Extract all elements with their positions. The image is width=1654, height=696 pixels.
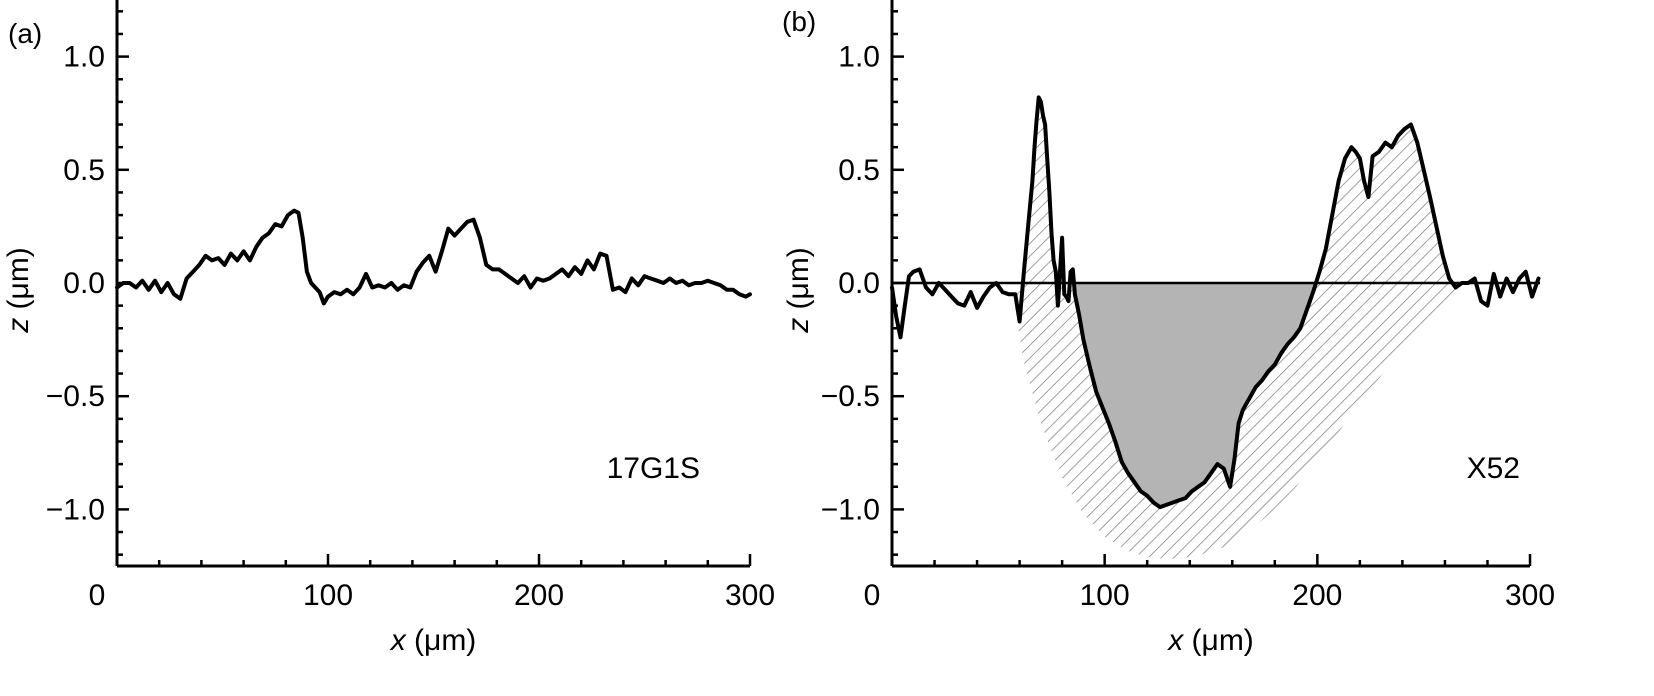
profile-series-line — [890, 95, 1541, 510]
shaded-region — [1072, 283, 1314, 508]
x-axis-unit: (μm) — [1183, 624, 1254, 657]
y-tick-label: −0.5 — [821, 380, 880, 413]
x-tick-label: 100 — [1080, 579, 1130, 612]
x-tick-label: 200 — [514, 579, 564, 612]
y-tick-label: −1.0 — [46, 493, 105, 526]
y-tick-label: 1.0 — [838, 41, 880, 74]
profile-series-line — [115, 208, 752, 306]
y-axis-unit: (μm) — [2, 247, 35, 318]
y-axis-title: z (μm) — [2, 247, 35, 334]
y-axis-variable: z — [782, 318, 815, 334]
y-tick-label: 0.5 — [838, 154, 880, 187]
x-axis-unit: (μm) — [406, 624, 477, 657]
y-tick-label: −1.0 — [821, 493, 880, 526]
x-axis-variable: x — [1166, 624, 1184, 657]
x-tick-label: 0 — [89, 579, 106, 612]
y-axis-variable: z — [2, 318, 35, 334]
y-tick-label: −0.5 — [46, 380, 105, 413]
x-tick-label: 300 — [725, 579, 775, 612]
x-tick-label: 300 — [1505, 579, 1555, 612]
x-tick-label: 200 — [1292, 579, 1342, 612]
y-axis-title: z (μm) — [782, 247, 815, 334]
x-axis-title: x (μm) — [389, 624, 477, 657]
x-tick-label: 100 — [303, 579, 353, 612]
panel-label: (a) — [8, 18, 42, 49]
sample-label: X52 — [1467, 452, 1520, 485]
y-tick-label: 1.0 — [63, 41, 105, 74]
panel-label: (b) — [782, 6, 816, 37]
x-axis-variable: x — [389, 624, 407, 657]
x-tick-label: 0 — [864, 579, 881, 612]
y-tick-label: 0.0 — [63, 267, 105, 300]
y-tick-label: 0.5 — [63, 154, 105, 187]
y-axis-unit: (μm) — [782, 247, 815, 318]
x-axis-title: x (μm) — [1166, 624, 1254, 657]
sample-label: 17G1S — [607, 452, 700, 485]
y-tick-label: 0.0 — [838, 267, 880, 300]
